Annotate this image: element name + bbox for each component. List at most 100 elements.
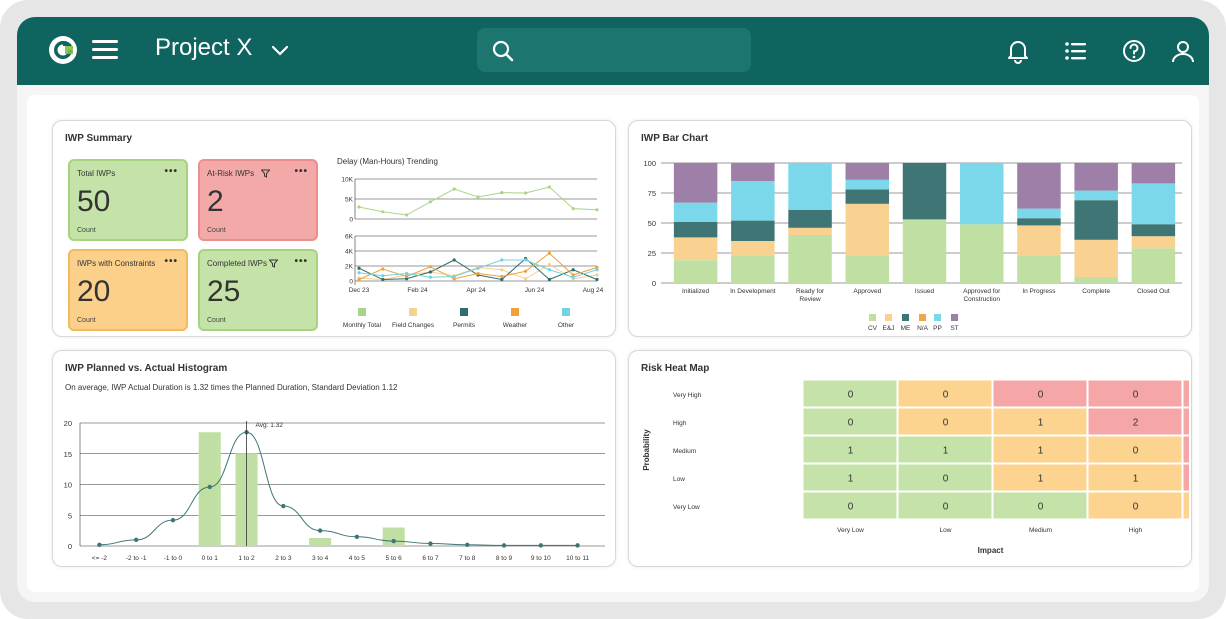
kpi-label: IWPs with Constraints <box>77 259 156 268</box>
legend-label: PP <box>933 325 942 332</box>
legend-label: N/A <box>917 325 929 332</box>
data-point <box>405 277 409 281</box>
data-point <box>428 200 432 204</box>
more-icon[interactable]: ••• <box>164 256 178 267</box>
cell-value: 1 <box>848 474 854 485</box>
histogram-card: IWP Planned vs. Actual Histogram On aver… <box>52 350 616 567</box>
cell-value: 0 <box>943 474 949 485</box>
y-axis-label: Probability <box>642 429 651 471</box>
kpi-label: Total IWPs <box>77 169 116 178</box>
heatmap-cell <box>1182 491 1189 520</box>
data-point <box>524 191 528 195</box>
data-point <box>381 210 385 214</box>
heatmap-cell <box>897 491 993 520</box>
x-tick-label: 8 to 9 <box>496 555 513 562</box>
more-icon[interactable]: ••• <box>294 256 308 267</box>
filter-icon[interactable] <box>261 169 271 178</box>
bar-segment <box>845 189 890 204</box>
cell-value: 1 <box>1038 446 1044 457</box>
data-point <box>452 277 456 281</box>
data-point <box>381 274 385 278</box>
user-icon[interactable] <box>1170 38 1196 64</box>
heatmap-cell <box>897 435 993 464</box>
data-point <box>357 266 361 270</box>
row-label: Low <box>673 476 685 483</box>
filter-icon[interactable] <box>269 259 279 268</box>
risk-heat-map-card: Risk Heat Map Very High 0 0 0 0 0 High 0 0 1 2 0 Med… <box>628 350 1192 567</box>
kpi-tile[interactable]: At-Risk IWPs 2 Count ••• <box>198 159 318 241</box>
legend-label: Permits <box>453 322 476 329</box>
menu-icon[interactable] <box>92 40 118 60</box>
chevron-down-icon[interactable] <box>269 39 291 61</box>
data-point <box>476 271 480 276</box>
heatmap-cell <box>992 463 1088 492</box>
app-screen: Project X IWP Summary Total IWPs 50 Count •… <box>17 17 1209 602</box>
legend-swatch <box>869 314 876 321</box>
dashboard-content: IWP Summary Total IWPs 50 Count ••• At-Risk … <box>27 95 1199 592</box>
x-tick-label: Issued <box>915 288 935 295</box>
y-tick-label: 15 <box>64 450 72 459</box>
distribution-curve <box>99 431 578 546</box>
more-icon[interactable]: ••• <box>164 166 178 177</box>
data-point <box>405 274 409 279</box>
y-tick-label: 5 <box>68 511 72 520</box>
kpi-caption: Count <box>207 227 226 234</box>
x-tick-label: In Progress <box>1022 288 1056 295</box>
legend-label: ST <box>950 325 958 332</box>
bar-segment <box>1131 224 1176 237</box>
bar-segment <box>788 163 832 210</box>
col-label: Medium <box>1029 527 1052 534</box>
bar-segment <box>845 179 890 190</box>
legend-label: E&J <box>883 325 895 332</box>
legend-label: ME <box>901 325 911 332</box>
x-tick-label: 9 to 10 <box>531 555 551 562</box>
histogram-subtitle: On average, IWP Actual Duration is 1.32 … <box>65 383 398 392</box>
bell-icon[interactable] <box>1005 38 1031 64</box>
x-tick-label: 4 to 5 <box>349 555 366 562</box>
kpi-tile[interactable]: Total IWPs 50 Count ••• <box>68 159 188 241</box>
legend-swatch <box>919 314 926 321</box>
data-point <box>571 275 575 279</box>
search-input[interactable] <box>477 28 751 72</box>
data-point <box>357 271 361 275</box>
kpi-tile[interactable]: IWPs with Constraints 20 Count ••• <box>68 249 188 331</box>
kpi-value: 50 <box>77 185 111 218</box>
x-tick-label: Construction <box>963 296 1000 303</box>
data-point <box>547 262 551 267</box>
heatmap-cell <box>1182 463 1189 492</box>
cell-value: 0 <box>1038 502 1044 513</box>
col-label: Very Low <box>837 527 864 534</box>
data-point <box>524 269 528 273</box>
help-icon[interactable] <box>1121 38 1147 64</box>
kpi-tile[interactable]: Completed IWPs 25 Count ••• <box>198 249 318 331</box>
bar-segment <box>673 163 718 203</box>
project-name[interactable]: Project X <box>155 34 253 61</box>
curve-point <box>207 484 212 490</box>
x-tick-label: Review <box>799 296 821 303</box>
more-icon[interactable]: ••• <box>294 166 308 177</box>
y-tick-label: 0 <box>349 279 353 286</box>
bar-segment <box>1074 190 1118 201</box>
data-point <box>524 277 528 281</box>
data-point <box>547 251 551 255</box>
search-icon <box>492 40 514 62</box>
bar-segment <box>673 237 718 261</box>
row-label: High <box>673 420 687 427</box>
row-label: Medium <box>673 448 696 455</box>
y-tick-label: 10K <box>341 177 353 184</box>
data-point <box>428 265 432 269</box>
bar-segment <box>788 227 832 235</box>
list-icon[interactable] <box>1063 38 1089 64</box>
app-logo[interactable] <box>47 34 79 66</box>
heatmap-cell <box>992 435 1088 464</box>
curve-point <box>391 538 396 544</box>
bar-segment <box>673 221 718 238</box>
bar-segment <box>788 209 832 228</box>
cell-value: 2 <box>1133 418 1139 429</box>
y-tick-label: 75 <box>648 189 656 198</box>
data-point <box>452 187 456 191</box>
cell-value: 1 <box>1133 474 1139 485</box>
heatmap-cell <box>992 379 1088 408</box>
heatmap-cell <box>1087 491 1183 520</box>
legend-label: Monthly Total <box>343 322 382 329</box>
